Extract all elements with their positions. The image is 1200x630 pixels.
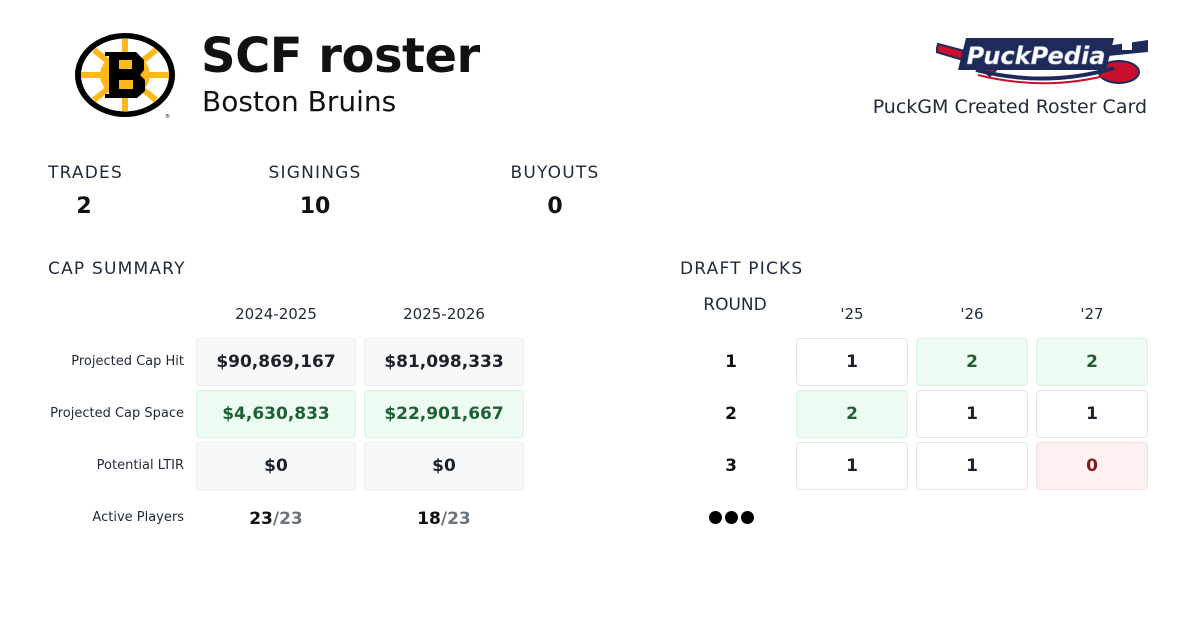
row-label-cap-space: Projected Cap Space	[50, 406, 184, 421]
active-max: /23	[272, 509, 303, 529]
stat-value: 2	[76, 194, 92, 219]
stat-buyouts: BUYOUTS 0	[509, 162, 601, 220]
pick-count: 1	[916, 390, 1028, 438]
round-number: 3	[725, 456, 737, 476]
year-header: '26	[960, 305, 984, 323]
active-count: 23	[249, 509, 273, 529]
cap-summary-title: CAP SUMMARY	[48, 259, 186, 279]
pick-count: 2	[916, 338, 1028, 386]
year-header: '25	[840, 305, 864, 323]
stat-signings: SIGNINGS 10	[268, 162, 362, 220]
row-label-active-players: Active Players	[92, 510, 184, 525]
active-players-value: 18/23	[364, 508, 524, 530]
pick-count: 0	[1036, 442, 1148, 490]
svg-text:®: ®	[165, 113, 170, 120]
stat-label: TRADES	[48, 163, 123, 183]
cap-hit-value: $81,098,333	[364, 338, 524, 386]
stat-trades: TRADES 2	[48, 162, 123, 220]
cap-space-value: $4,630,833	[196, 390, 356, 438]
pick-count: 2	[796, 390, 908, 438]
cap-space-value: $22,901,667	[364, 390, 524, 438]
pick-count: 2	[1036, 338, 1148, 386]
pick-count: 1	[1036, 390, 1148, 438]
bruins-logo: ®	[72, 30, 178, 120]
pick-count: 1	[796, 442, 908, 490]
row-label-ltir: Potential LTIR	[96, 458, 184, 473]
team-name: Boston Bruins	[202, 85, 397, 118]
puckpedia-logo: PuckPedia	[934, 30, 1150, 90]
pick-count: 1	[796, 338, 908, 386]
stat-value: 10	[299, 194, 331, 219]
active-count: 18	[417, 509, 441, 529]
row-label-cap-hit: Projected Cap Hit	[71, 354, 184, 369]
svg-text:PuckPedia: PuckPedia	[967, 42, 1106, 70]
round-number: 2	[725, 404, 737, 424]
page-title: SCF roster	[201, 28, 480, 84]
stat-label: BUYOUTS	[510, 163, 600, 183]
stat-value: 0	[547, 194, 563, 219]
draft-picks-title: DRAFT PICKS	[680, 259, 804, 279]
stat-label: SIGNINGS	[268, 163, 362, 183]
ltir-value: $0	[196, 442, 356, 490]
season-header: 2025-2026	[403, 305, 485, 323]
ltir-value: $0	[364, 442, 524, 490]
brand-caption: PuckGM Created Roster Card	[872, 96, 1147, 118]
active-max: /23	[440, 509, 471, 529]
ellipsis-icon	[709, 511, 754, 524]
cap-hit-value: $90,869,167	[196, 338, 356, 386]
year-header: '27	[1080, 305, 1104, 323]
active-players-value: 23/23	[196, 508, 356, 530]
round-number: 1	[725, 352, 737, 372]
pick-count: 1	[916, 442, 1028, 490]
round-header: ROUND	[703, 295, 767, 315]
season-header: 2024-2025	[235, 305, 317, 323]
